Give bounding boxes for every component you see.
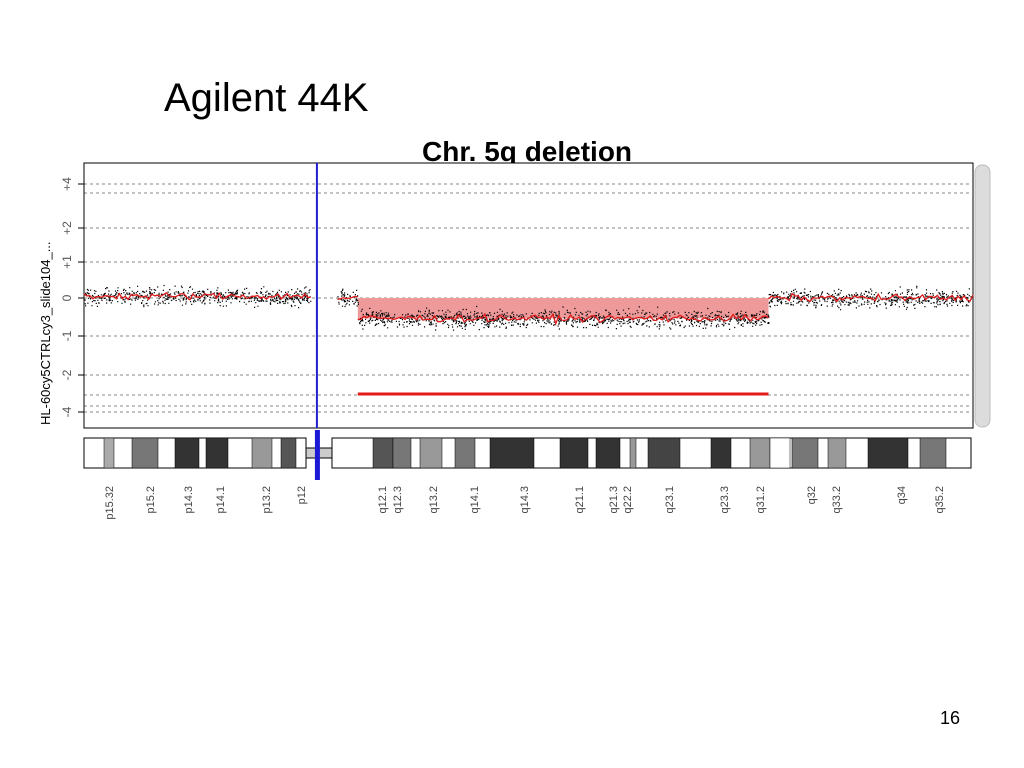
cytoband-label: q13.2	[428, 486, 440, 514]
cytoband	[919, 437, 947, 469]
cytoband	[103, 437, 115, 469]
cytoband-label: q31.2	[755, 486, 767, 514]
slide-title: Agilent 44K	[164, 76, 369, 120]
cytoband-label: p15.2	[145, 486, 157, 514]
cytoband	[827, 437, 847, 469]
y-tick-label: -4	[60, 406, 74, 417]
y-tick-label: 0	[60, 294, 74, 301]
cytoband	[392, 437, 412, 469]
y-tick-label: +1	[60, 255, 74, 269]
gridlines	[84, 183, 973, 413]
plot-scrollbar[interactable]	[974, 164, 991, 428]
cytoband-label: p14.3	[183, 486, 195, 514]
segment-trace	[337, 295, 358, 301]
cytoband	[769, 437, 791, 469]
cytoband-label: q34	[896, 486, 908, 504]
centromere-marker	[314, 163, 320, 480]
cytoband	[419, 437, 443, 469]
cytoband-label: q21.3	[608, 486, 620, 514]
cytoband	[131, 437, 159, 469]
cytoband	[174, 437, 200, 469]
cytoband	[372, 437, 394, 469]
y-tick-label: +2	[60, 221, 74, 235]
cytoband-label: q35.2	[934, 486, 946, 514]
segment-trace	[357, 312, 769, 326]
page-number: 16	[940, 708, 961, 728]
cytoband-label: q21.1	[574, 486, 586, 514]
cytoband	[489, 437, 535, 469]
cytoband	[251, 437, 273, 469]
cytoband-label: p12	[296, 486, 308, 504]
y-tick-label: -1	[60, 330, 74, 341]
y-tick-label: +4	[60, 177, 74, 191]
cytoband-label: q14.1	[469, 486, 481, 514]
cytoband	[454, 437, 476, 469]
y-axis: +4 +2 +1 0 -1 -2 -4	[60, 163, 85, 428]
chromosome-ideogram	[83, 437, 972, 469]
cytoband-label: p13.2	[261, 486, 273, 514]
log-ratio-trace	[83, 291, 974, 326]
segment-trace	[83, 291, 311, 301]
chart-title: Chr. 5q deletion	[422, 136, 633, 167]
cytoband	[205, 437, 229, 469]
cytoband-label: q12.3	[392, 486, 404, 514]
cytoband-label: q23.1	[664, 486, 676, 514]
cytoband	[629, 437, 637, 469]
cytoband	[749, 437, 771, 469]
cytoband	[710, 437, 732, 469]
cytoband-label: q22.2	[622, 486, 634, 514]
segment-trace	[768, 292, 974, 303]
cytoband-label: q12.1	[377, 486, 389, 514]
cytoband	[791, 437, 819, 469]
cytoband-labels: p15.32 p15.2 p14.3 p14.1 p13.2 p12 q12.1 q12.3 q…	[104, 486, 946, 520]
cytoband-label: p15.32	[104, 486, 116, 520]
y-axis-label: HL-60cy5CTRLcy3_slide104_...	[38, 241, 53, 425]
cytoband	[280, 437, 297, 469]
cytoband-label: q32	[806, 486, 818, 504]
cytoband	[867, 437, 909, 469]
cytoband-label: q14.3	[519, 486, 531, 514]
centromere-handle[interactable]	[314, 430, 320, 480]
cytoband	[559, 437, 589, 469]
cytoband-label: q33.2	[831, 486, 843, 514]
cytoband-label: q23.3	[719, 486, 731, 514]
cytoband-label: p14.1	[215, 486, 227, 514]
cytoband	[595, 437, 621, 469]
y-tick-label: -2	[60, 369, 74, 380]
cytoband	[647, 437, 681, 469]
